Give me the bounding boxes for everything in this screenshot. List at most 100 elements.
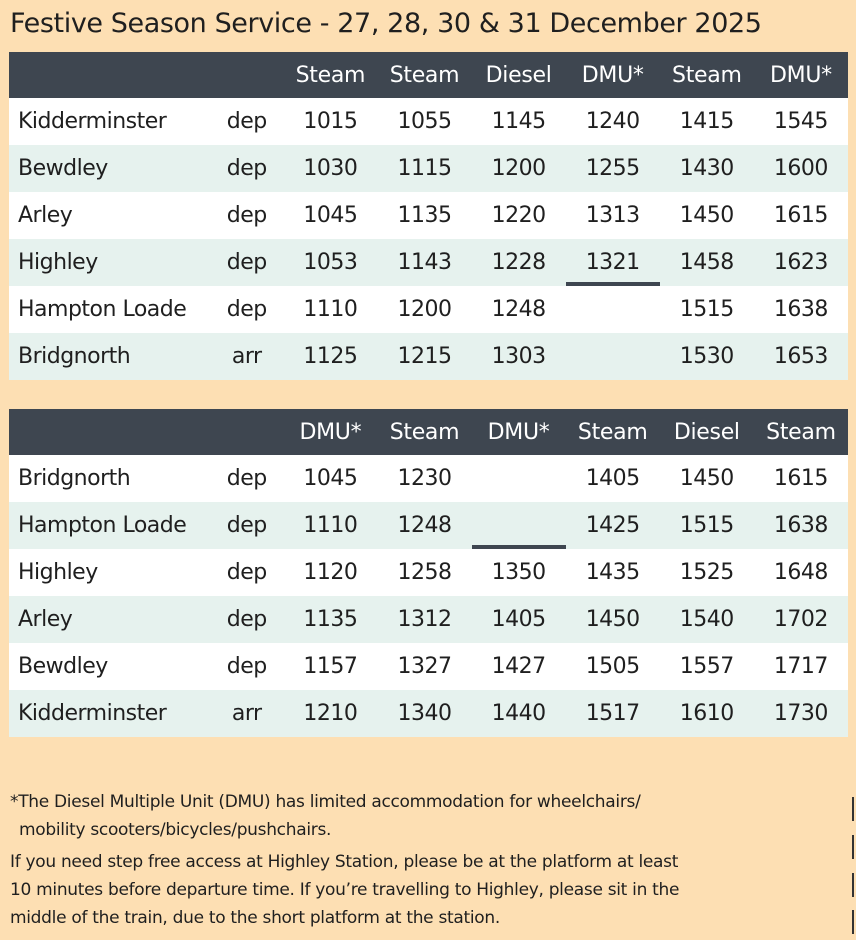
table-row: Bewdley dep 1157 1327 1427 1505 1557 171… — [9, 643, 848, 690]
time-cell: 1435 — [565, 549, 660, 596]
time-cell: 1540 — [659, 596, 754, 643]
time-cell: 1220 — [471, 192, 566, 239]
time-cell: 1505 — [565, 643, 660, 690]
time-cell: 1615 — [753, 455, 848, 502]
station-name: Bridgnorth — [9, 333, 211, 380]
station-name: Bridgnorth — [9, 455, 211, 502]
timetable-northbound: Steam Steam Diesel DMU* Steam DMU* Kidde… — [9, 52, 848, 380]
time-cell — [471, 455, 566, 502]
header-train-type: Steam — [283, 52, 378, 98]
timetable-southbound: DMU* Steam DMU* Steam Diesel Steam Bridg… — [9, 409, 848, 737]
time-cell: 1610 — [659, 690, 754, 737]
time-cell: 1045 — [283, 192, 378, 239]
time-cell: 1648 — [753, 549, 848, 596]
dmu-note-line: mobility scooters/bicycles/pushchairs. — [19, 820, 332, 840]
header-station — [9, 409, 211, 455]
time-cell: 1110 — [283, 286, 378, 333]
header-dep-arr — [210, 409, 284, 455]
edge-divider — [852, 910, 854, 934]
time-cell: 1228 — [471, 239, 566, 286]
time-cell: 1248 — [377, 502, 472, 549]
table-row: Highley dep 1120 1258 1350 1435 1525 164… — [9, 549, 848, 596]
dep-arr: dep — [210, 643, 284, 690]
header-train-type: Steam — [753, 409, 848, 455]
time-cell: 1517 — [565, 690, 660, 737]
time-cell: 1450 — [659, 455, 754, 502]
header-row: DMU* Steam DMU* Steam Diesel Steam — [9, 409, 848, 455]
time-cell: 1210 — [283, 690, 378, 737]
dep-arr: dep — [210, 98, 284, 145]
time-cell: 1730 — [753, 690, 848, 737]
time-cell: 1530 — [659, 333, 754, 380]
time-cell: 1313 — [565, 192, 660, 239]
time-cell: 1120 — [283, 549, 378, 596]
header-train-type: DMU* — [753, 52, 848, 98]
time-cell: 1230 — [377, 455, 472, 502]
station-name: Bewdley — [9, 643, 211, 690]
time-cell: 1430 — [659, 145, 754, 192]
table-row: Hampton Loade dep 1110 1248 1425 1515 16… — [9, 502, 848, 549]
time-cell: 1615 — [753, 192, 848, 239]
header-row: Steam Steam Diesel DMU* Steam DMU* — [9, 52, 848, 98]
time-cell: 1143 — [377, 239, 472, 286]
page-title: Festive Season Service - 27, 28, 30 & 31… — [10, 8, 762, 39]
time-cell: 1135 — [283, 596, 378, 643]
time-cell: 1638 — [753, 286, 848, 333]
dep-arr: dep — [210, 192, 284, 239]
time-cell: 1425 — [565, 502, 660, 549]
time-cell — [565, 333, 660, 380]
dep-arr: dep — [210, 549, 284, 596]
time-cell: 1450 — [659, 192, 754, 239]
dep-arr: dep — [210, 239, 284, 286]
step-free-note-line: middle of the train, due to the short pl… — [10, 908, 500, 928]
dep-arr: arr — [210, 333, 284, 380]
table-row: Bewdley dep 1030 1115 1200 1255 1430 160… — [9, 145, 848, 192]
header-train-type: Diesel — [659, 409, 754, 455]
table-row: Kidderminster dep 1015 1055 1145 1240 14… — [9, 98, 848, 145]
station-name: Bewdley — [9, 145, 211, 192]
station-name: Arley — [9, 192, 211, 239]
dep-arr: dep — [210, 286, 284, 333]
time-cell: 1115 — [377, 145, 472, 192]
time-cell: 1258 — [377, 549, 472, 596]
time-cell: 1255 — [565, 145, 660, 192]
time-cell: 1427 — [471, 643, 566, 690]
header-train-type: Diesel — [471, 52, 566, 98]
step-free-note-line: 10 minutes before departure time. If you… — [10, 880, 680, 900]
table-row: Highley dep 1053 1143 1228 1321 1458 162… — [9, 239, 848, 286]
header-train-type: Steam — [565, 409, 660, 455]
time-cell: 1303 — [471, 333, 566, 380]
time-cell: 1157 — [283, 643, 378, 690]
edge-divider — [852, 873, 854, 897]
footnotes: *The Diesel Multiple Unit (DMU) has limi… — [10, 788, 810, 932]
time-cell: 1215 — [377, 333, 472, 380]
time-cell: 1702 — [753, 596, 848, 643]
time-cell: 1415 — [659, 98, 754, 145]
header-train-type: Steam — [377, 52, 472, 98]
header-train-type: Steam — [377, 409, 472, 455]
time-cell: 1440 — [471, 690, 566, 737]
time-cell: 1525 — [659, 549, 754, 596]
time-cell: 1545 — [753, 98, 848, 145]
station-name: Kidderminster — [9, 690, 211, 737]
table-row: Hampton Loade dep 1110 1200 1248 1515 16… — [9, 286, 848, 333]
time-cell: 1200 — [471, 145, 566, 192]
time-cell — [565, 286, 660, 333]
time-cell: 1248 — [471, 286, 566, 333]
header-train-type: DMU* — [565, 52, 660, 98]
time-cell: 1405 — [565, 455, 660, 502]
time-cell: 1515 — [659, 502, 754, 549]
edge-divider — [852, 835, 854, 859]
header-dep-arr — [210, 52, 284, 98]
dep-arr: dep — [210, 145, 284, 192]
time-cell: 1340 — [377, 690, 472, 737]
station-name: Hampton Loade — [9, 502, 211, 549]
header-train-type: DMU* — [283, 409, 378, 455]
time-cell: 1557 — [659, 643, 754, 690]
time-cell-terminus: 1321 — [565, 239, 660, 286]
time-cell: 1450 — [565, 596, 660, 643]
time-cell: 1053 — [283, 239, 378, 286]
edge-divider — [852, 797, 854, 821]
time-cell: 1125 — [283, 333, 378, 380]
time-cell: 1015 — [283, 98, 378, 145]
